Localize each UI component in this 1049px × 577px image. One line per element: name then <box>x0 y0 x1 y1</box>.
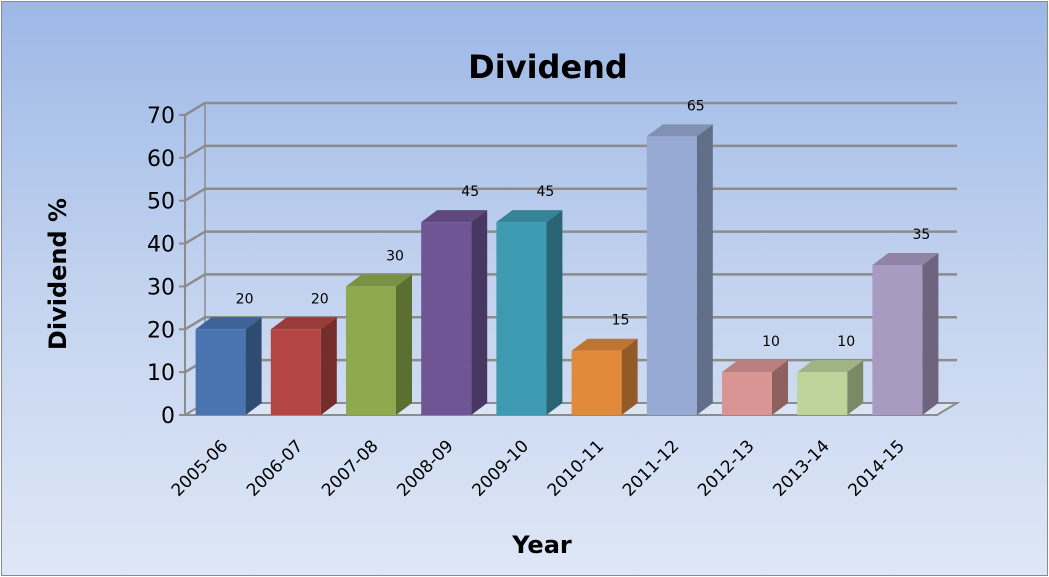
bar-2012-13 <box>722 360 788 415</box>
x-tick-label: 2011-12 <box>619 436 683 500</box>
data-label: 20 <box>236 291 254 307</box>
x-tick-label: 2013-14 <box>769 436 833 500</box>
bar-side <box>320 317 337 415</box>
bar-2006-07 <box>270 317 337 415</box>
data-label: 30 <box>386 248 404 264</box>
bar-top <box>872 253 939 265</box>
bar-top <box>646 124 713 137</box>
bar-2005-06 <box>195 317 262 415</box>
bar-front <box>346 286 396 415</box>
bar-front <box>571 350 622 415</box>
bar-top <box>797 360 864 373</box>
data-label: 20 <box>311 291 329 307</box>
bar-2014-15 <box>872 253 939 415</box>
x-tick-label: 2008-09 <box>393 436 457 500</box>
bar-side <box>621 338 638 415</box>
bar-top <box>421 210 488 223</box>
bar-front <box>797 372 848 415</box>
bar-side <box>696 124 713 415</box>
x-tick-label: 2005-06 <box>168 436 232 500</box>
bar-side <box>396 274 412 415</box>
y-tick-label: 30 <box>147 275 175 300</box>
gridline <box>184 230 957 245</box>
bar-front <box>195 329 246 415</box>
bar-side <box>922 253 939 415</box>
gridline <box>184 273 957 288</box>
x-axis-title: Year <box>511 531 572 559</box>
y-tick-label: 60 <box>147 147 175 172</box>
bar-front <box>646 136 697 415</box>
gridline <box>184 144 957 159</box>
bar-2007-08 <box>346 274 412 415</box>
data-label: 35 <box>912 227 930 243</box>
y-tick-label: 70 <box>147 104 175 129</box>
data-label: 45 <box>536 184 554 200</box>
chart-title: Dividend <box>468 48 628 86</box>
bar-side <box>245 317 262 415</box>
bar-top <box>270 317 337 330</box>
y-axis-title: Dividend % <box>44 198 72 350</box>
bar-front <box>496 222 547 415</box>
x-tick-label: 2006-07 <box>243 436 307 500</box>
x-tick-label: 2012-13 <box>694 436 758 500</box>
x-tick-label: 2009-10 <box>469 436 533 500</box>
bar-2010-11 <box>571 338 638 415</box>
y-tick-label: 0 <box>161 404 175 429</box>
bar-side <box>471 210 488 415</box>
bar-top <box>496 210 563 223</box>
gridline <box>184 101 957 117</box>
bar-front <box>270 329 321 415</box>
bar-2009-10 <box>496 210 563 415</box>
gridline <box>184 187 957 202</box>
bar-side <box>772 360 788 415</box>
x-tick-label: 2007-08 <box>318 436 382 500</box>
y-tick-label: 50 <box>147 190 175 215</box>
bar-2013-14 <box>797 360 864 415</box>
bar-front <box>872 265 923 415</box>
bar-side <box>546 210 563 415</box>
bars-layer <box>195 124 939 415</box>
bar-top <box>195 317 262 330</box>
bar-2011-12 <box>646 124 713 415</box>
x-tick-label: 2010-11 <box>544 436 608 500</box>
y-tick-label: 20 <box>147 318 175 343</box>
bar-top <box>346 274 412 287</box>
bar-top <box>722 360 788 373</box>
y-tick-label: 10 <box>147 361 175 386</box>
bar-top <box>571 338 638 351</box>
bar-side <box>847 360 864 415</box>
data-label: 10 <box>762 334 780 350</box>
bar-front <box>421 222 472 415</box>
x-tick-label: 2014-15 <box>845 436 909 500</box>
bar-front <box>722 372 772 415</box>
bar-2008-09 <box>421 210 488 415</box>
y-tick-label: 40 <box>147 233 175 258</box>
data-label: 65 <box>687 98 705 114</box>
data-label: 15 <box>612 313 630 329</box>
data-label: 45 <box>461 184 479 200</box>
data-label: 10 <box>837 334 855 350</box>
